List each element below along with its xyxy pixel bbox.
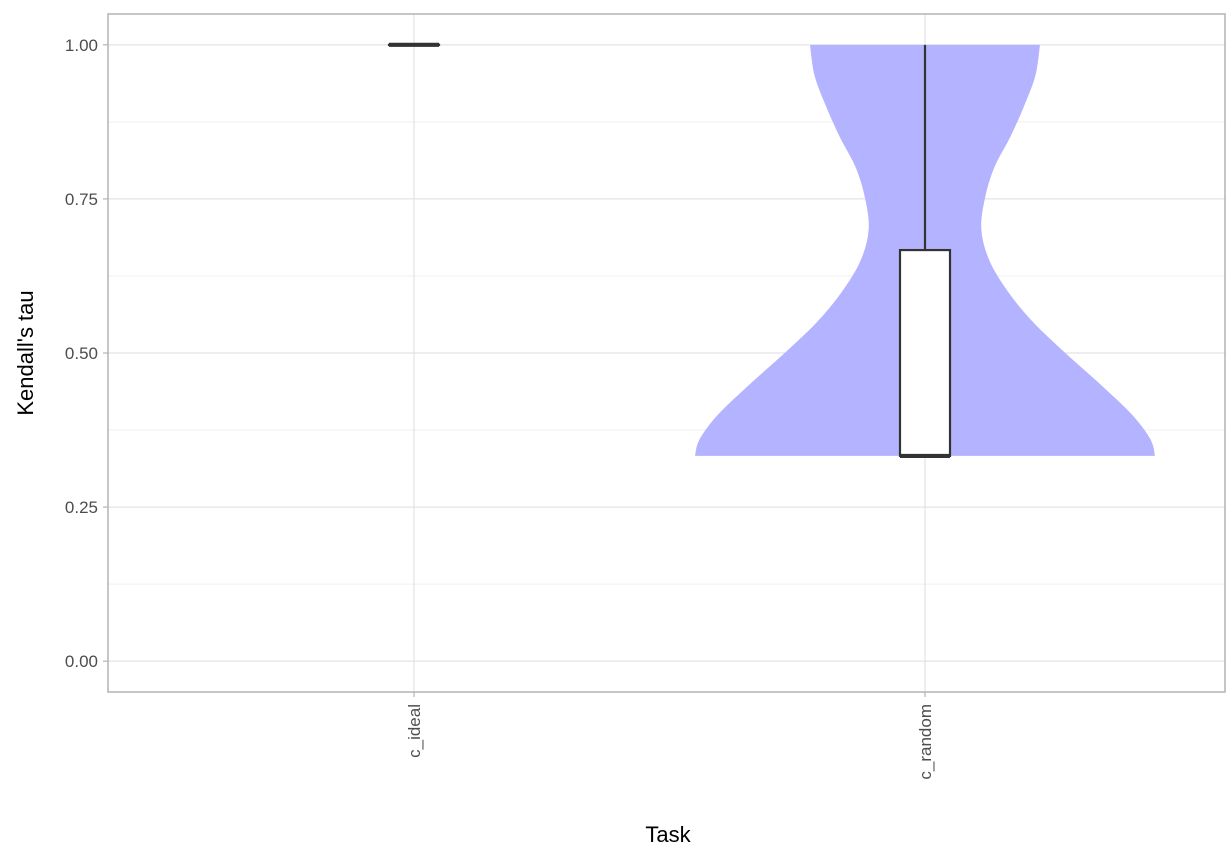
y-tick-label: 1.00 bbox=[65, 36, 98, 55]
box-layer bbox=[387, 42, 952, 459]
box-c_random bbox=[898, 248, 952, 458]
y-tick-label: 0.50 bbox=[65, 344, 98, 363]
x-axis-title: Task bbox=[645, 822, 691, 846]
x-tick-label: c_random bbox=[916, 704, 935, 780]
y-tick-label: 0.75 bbox=[65, 190, 98, 209]
y-tick-label: 0.25 bbox=[65, 498, 98, 517]
axis-layer: 0.00 0.25 0.50 0.75 1.00 c_ideal c_random bbox=[65, 36, 935, 780]
y-tick-label: 0.00 bbox=[65, 652, 98, 671]
x-tick-label: c_ideal bbox=[405, 704, 424, 758]
y-axis-title: Kendall's tau bbox=[13, 290, 38, 415]
